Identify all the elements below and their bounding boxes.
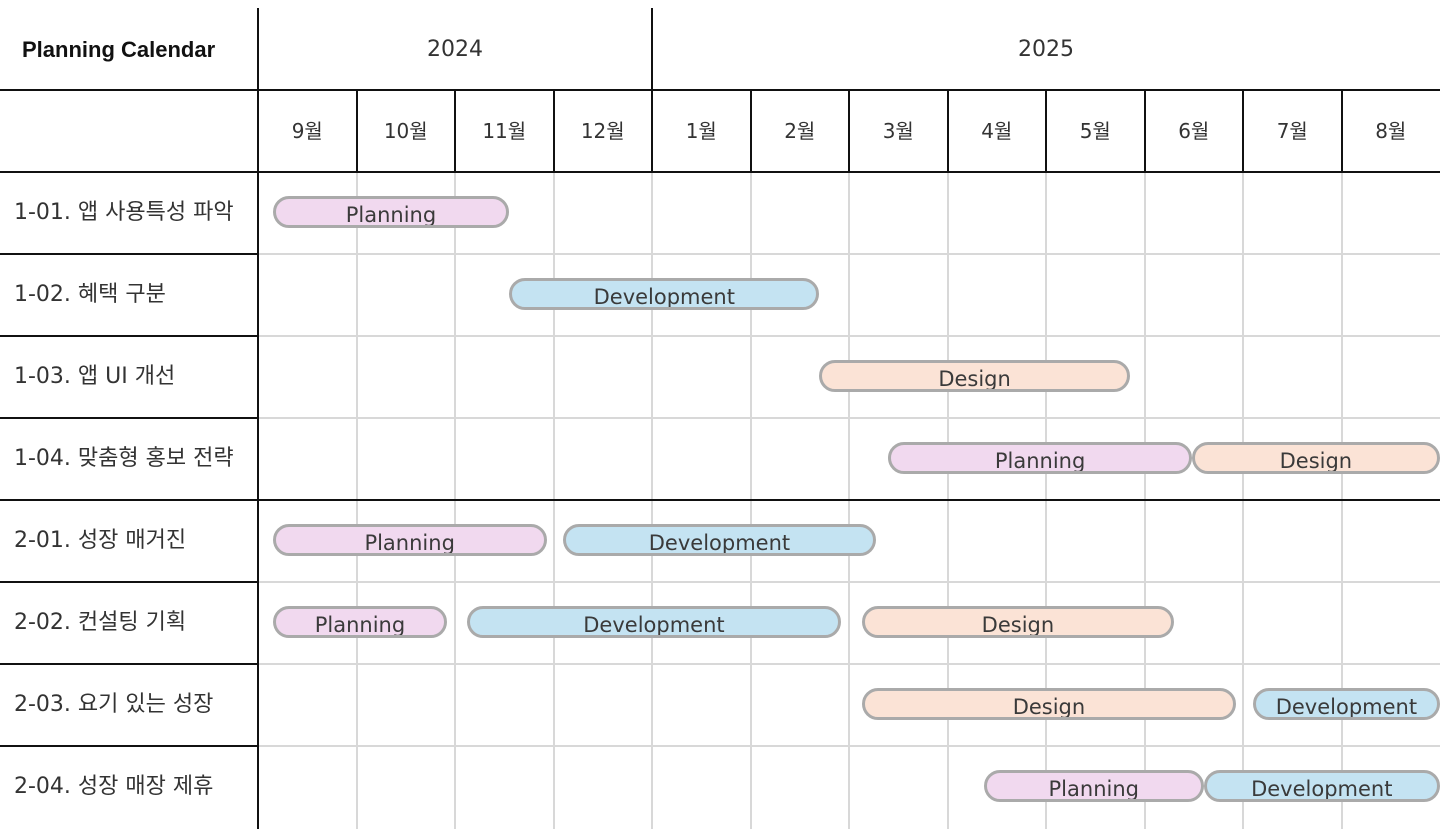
label-row-divider — [0, 663, 258, 665]
header-bottom-line — [0, 171, 1440, 173]
month-divider — [749, 90, 752, 172]
task-label: 2-03. 요기 있는 성장 — [14, 692, 214, 717]
grid-hline — [258, 335, 1440, 337]
month-divider — [355, 90, 358, 172]
planning-bar[interactable]: Planning — [983, 770, 1204, 802]
development-bar[interactable]: Development — [563, 524, 876, 556]
month-label: 1월 — [685, 119, 717, 143]
design-bar[interactable]: Design — [1191, 442, 1440, 474]
month-divider — [1340, 90, 1343, 172]
month-divider — [1143, 90, 1146, 172]
grid-hline — [258, 745, 1440, 747]
month-divider — [552, 90, 555, 172]
month-divider — [946, 90, 949, 172]
grid-hline — [258, 663, 1440, 665]
month-divider — [1045, 90, 1047, 172]
month-label: 5월 — [1079, 119, 1111, 143]
design-bar[interactable]: Design — [861, 606, 1175, 638]
month-label: 7월 — [1276, 119, 1308, 143]
task-label: 1-01. 앱 사용특성 파악 — [14, 200, 234, 225]
calendar-title: Planning Calendar — [22, 37, 216, 62]
month-divider — [848, 90, 850, 172]
development-bar[interactable]: Development — [1203, 770, 1440, 802]
month-label: 8월 — [1375, 119, 1407, 143]
task-label: 2-04. 성장 매장 제휴 — [14, 774, 214, 799]
year-label: 2024 — [427, 37, 483, 62]
month-label: 4월 — [981, 119, 1013, 143]
grid-hline — [258, 581, 1440, 583]
design-bar[interactable]: Design — [819, 360, 1130, 392]
task-label: 1-04. 맞춤형 홍보 전략 — [14, 446, 234, 471]
label-row-divider — [0, 253, 258, 255]
month-divider — [454, 90, 456, 172]
grid-hline — [258, 417, 1440, 419]
label-row-divider — [0, 417, 258, 419]
grid-hline — [258, 253, 1440, 255]
label-row-divider — [0, 745, 258, 747]
task-label: 1-02. 혜택 구분 — [14, 282, 166, 307]
design-bar[interactable]: Design — [861, 688, 1237, 720]
header-divider — [0, 89, 1440, 91]
planning-bar[interactable]: Planning — [272, 524, 547, 556]
month-label: 10월 — [383, 119, 428, 143]
month-label: 12월 — [580, 119, 625, 143]
month-label: 9월 — [291, 119, 323, 143]
month-label: 2월 — [784, 119, 816, 143]
planning-bar[interactable]: Planning — [272, 606, 448, 638]
task-label: 2-02. 컨설팅 기획 — [14, 610, 187, 635]
group-divider — [0, 499, 1440, 501]
development-bar[interactable]: Development — [466, 606, 842, 638]
label-row-divider — [0, 335, 258, 337]
task-label: 2-01. 성장 매거진 — [14, 528, 187, 553]
development-bar[interactable]: Development — [509, 278, 820, 310]
task-label: 1-03. 앱 UI 개선 — [14, 364, 176, 389]
planning-bar[interactable]: Planning — [888, 442, 1192, 474]
label-row-divider — [0, 581, 258, 583]
month-label: 6월 — [1178, 119, 1210, 143]
month-label: 3월 — [882, 119, 914, 143]
month-label: 11월 — [482, 119, 527, 143]
year-label: 2025 — [1018, 37, 1074, 62]
label-column-border — [257, 8, 259, 829]
planning-bar[interactable]: Planning — [272, 196, 510, 228]
development-bar[interactable]: Development — [1252, 688, 1440, 720]
month-divider — [1242, 90, 1244, 172]
month-divider — [651, 90, 653, 172]
